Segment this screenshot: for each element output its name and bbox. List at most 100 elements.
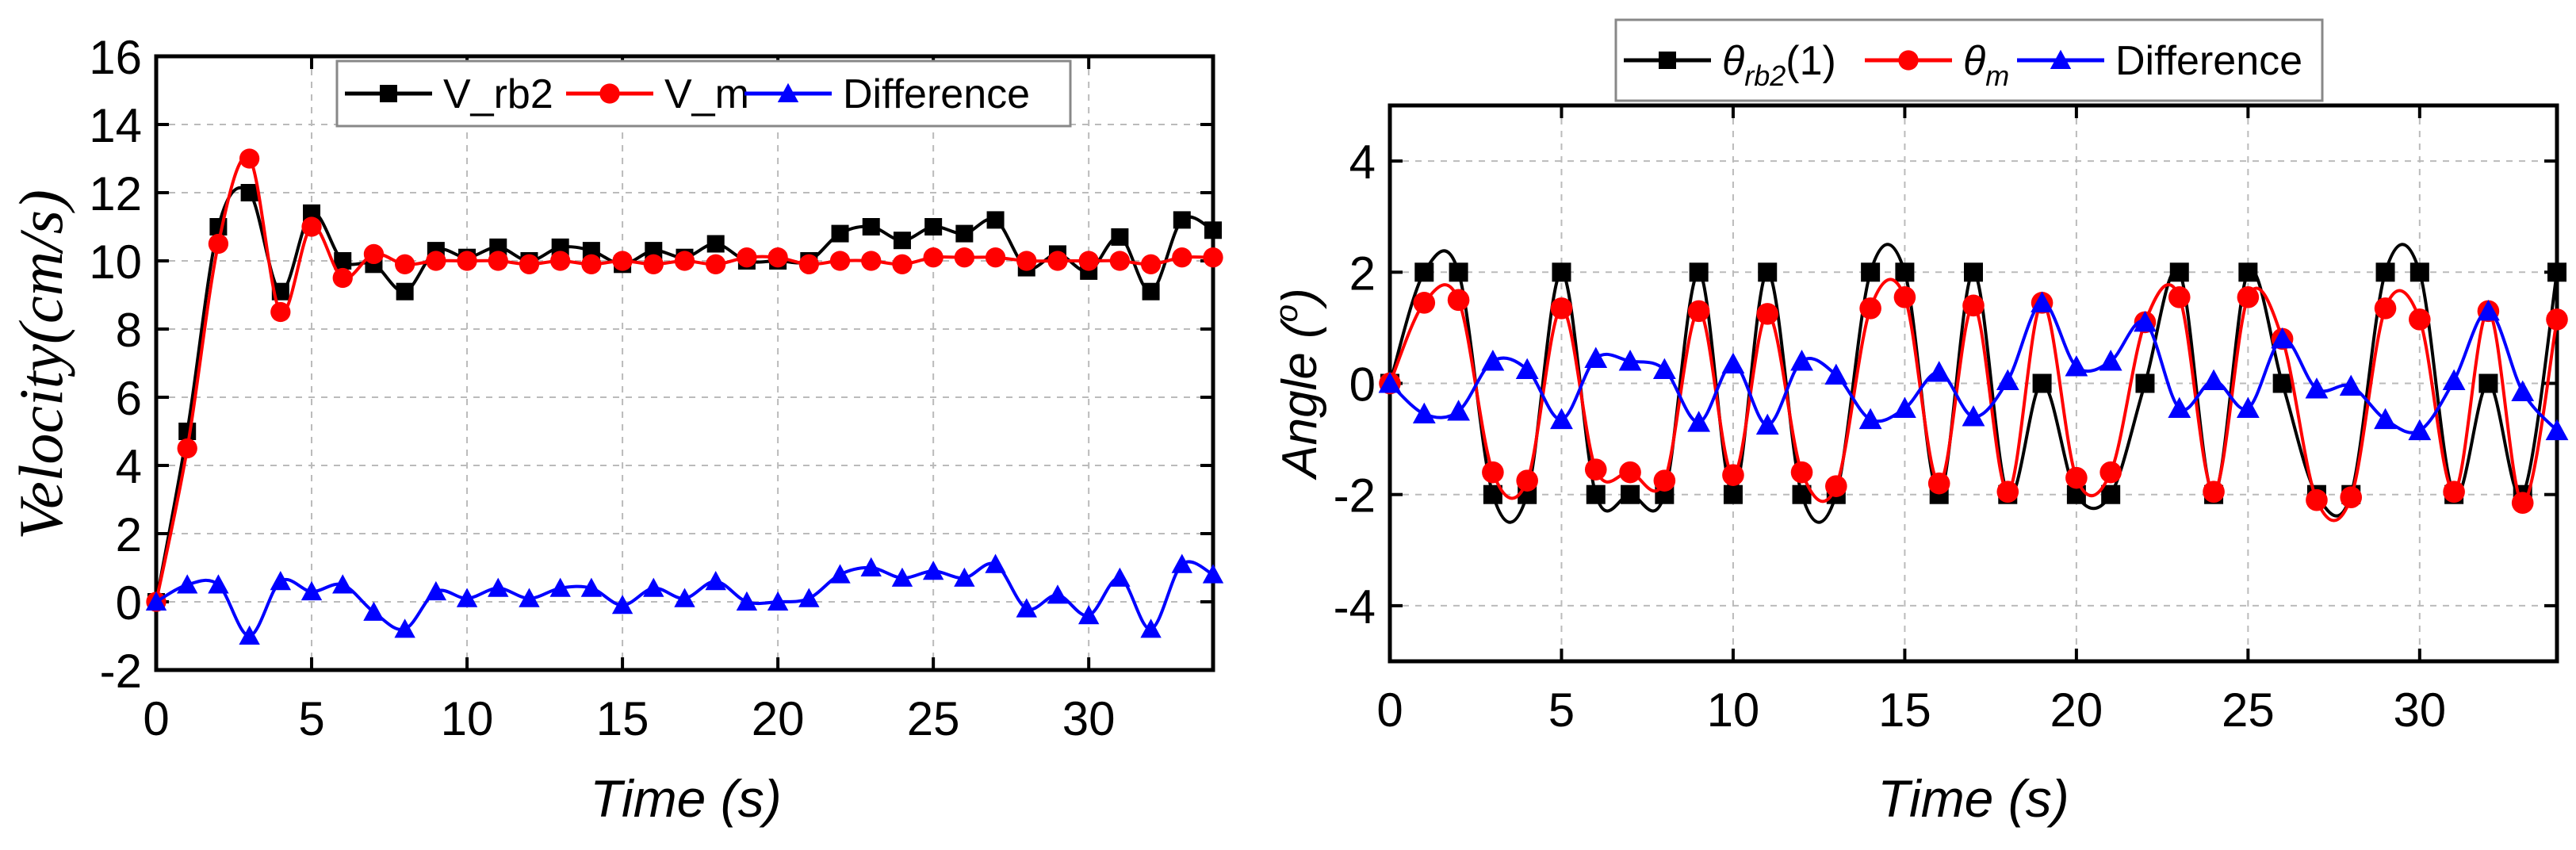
square-marker [1586, 484, 1606, 504]
triangle-marker [1618, 350, 1642, 371]
circle-marker [1482, 461, 1504, 484]
triangle-marker [1378, 372, 1402, 393]
triangle-marker [394, 618, 415, 638]
y-tick-label: -2 [1334, 469, 1376, 523]
legend-label: θrb2(1) [1722, 38, 1836, 92]
y-tick-label: 0 [1349, 358, 1376, 412]
x-tick-label: 5 [298, 692, 324, 745]
square-marker [831, 224, 849, 243]
triangle-marker [2442, 369, 2466, 390]
circle-marker [767, 247, 788, 268]
circle-marker [612, 251, 633, 271]
circle-marker [177, 438, 197, 459]
circle-marker [301, 216, 322, 237]
velocity-chart: Velocity(cm/s) Time (s) 0 5 10 15 20 25 30-202… [6, 31, 1224, 828]
triangle-marker [954, 567, 975, 587]
circle-marker [706, 254, 726, 274]
circle-marker [1962, 294, 1985, 317]
triangle-marker [2408, 419, 2432, 441]
triangle-marker [580, 577, 603, 597]
square-marker [1111, 228, 1129, 246]
series-1 [1379, 278, 2568, 523]
triangle-marker [1893, 396, 1916, 419]
grid [1390, 105, 2557, 661]
legend-entry: Difference [744, 71, 1030, 117]
circle-marker [2409, 308, 2431, 331]
circle-marker [2443, 481, 2465, 503]
square-marker [2409, 262, 2429, 282]
y-tick-label: 12 [89, 167, 142, 220]
triangle-marker [239, 625, 260, 645]
circle-marker [1550, 297, 1573, 320]
square-marker [645, 242, 663, 260]
circle-marker [1109, 251, 1131, 271]
triangle-marker [300, 580, 323, 601]
circle-marker [1584, 458, 1607, 481]
legend-label: V_rb2 [443, 71, 553, 117]
triangle-marker [1927, 361, 1951, 382]
square-marker [582, 242, 600, 260]
square-marker [1142, 282, 1160, 301]
y-tick-label: -2 [100, 645, 142, 698]
circle-marker [1790, 461, 1813, 484]
square-marker [2272, 373, 2292, 393]
circle-marker [1996, 481, 2019, 503]
circle-marker [519, 254, 540, 274]
triangle-marker [2374, 408, 2397, 430]
grid [156, 56, 1213, 670]
square-marker [1414, 262, 1434, 282]
triangle-marker [1652, 358, 1676, 379]
y-tick-label: 14 [89, 99, 142, 152]
square-marker [862, 218, 880, 235]
square-marker [1689, 262, 1709, 282]
triangle-marker [2134, 310, 2157, 332]
triangle-marker [767, 591, 789, 611]
circle-marker [1172, 247, 1192, 268]
circle-marker [2546, 308, 2568, 331]
y-tick-label: 2 [116, 508, 142, 561]
circle-marker [829, 251, 851, 271]
square-marker [2032, 373, 2052, 393]
square-marker [380, 85, 397, 102]
circle-marker [1047, 251, 1068, 271]
circle-marker [1859, 297, 1881, 320]
triangle-marker [2065, 355, 2088, 377]
square-marker [334, 252, 352, 270]
triangle-marker [363, 601, 385, 621]
triangle-marker [1550, 408, 1573, 430]
square-marker [2375, 262, 2395, 282]
triangle-marker [1016, 598, 1037, 618]
square-marker [893, 232, 911, 250]
square-marker [1552, 262, 1571, 282]
triangle-marker [1721, 352, 1745, 373]
square-marker [240, 184, 258, 201]
triangle-marker [456, 588, 478, 607]
square-marker [1449, 262, 1468, 282]
circle-marker [1140, 254, 1162, 274]
series-2 [1378, 291, 2569, 441]
legend-entry: θm [1865, 38, 2009, 92]
circle-marker [2168, 286, 2191, 308]
triangle-marker [1140, 618, 1162, 638]
square-marker [1861, 262, 1881, 282]
triangle-marker [270, 571, 292, 591]
x-tick-label: 25 [907, 692, 960, 745]
y-axis-label: Angle (o) [1269, 288, 1327, 481]
circle-marker [1516, 469, 1538, 492]
legend-box [335, 59, 1072, 128]
circle-marker [550, 251, 571, 271]
circle-marker [599, 83, 620, 104]
circle-marker [1825, 475, 1847, 497]
triangle-marker [674, 588, 695, 607]
triangle-marker [2339, 374, 2363, 396]
triangle-marker [1481, 350, 1505, 371]
triangle-marker [1109, 567, 1131, 587]
triangle-marker [519, 588, 540, 607]
circle-marker [1756, 303, 1779, 325]
y-tick-label: 4 [1349, 136, 1376, 189]
square-marker [1173, 211, 1191, 229]
circle-marker [457, 251, 477, 271]
circle-marker [1078, 251, 1099, 271]
triangle-marker [1412, 402, 1436, 424]
